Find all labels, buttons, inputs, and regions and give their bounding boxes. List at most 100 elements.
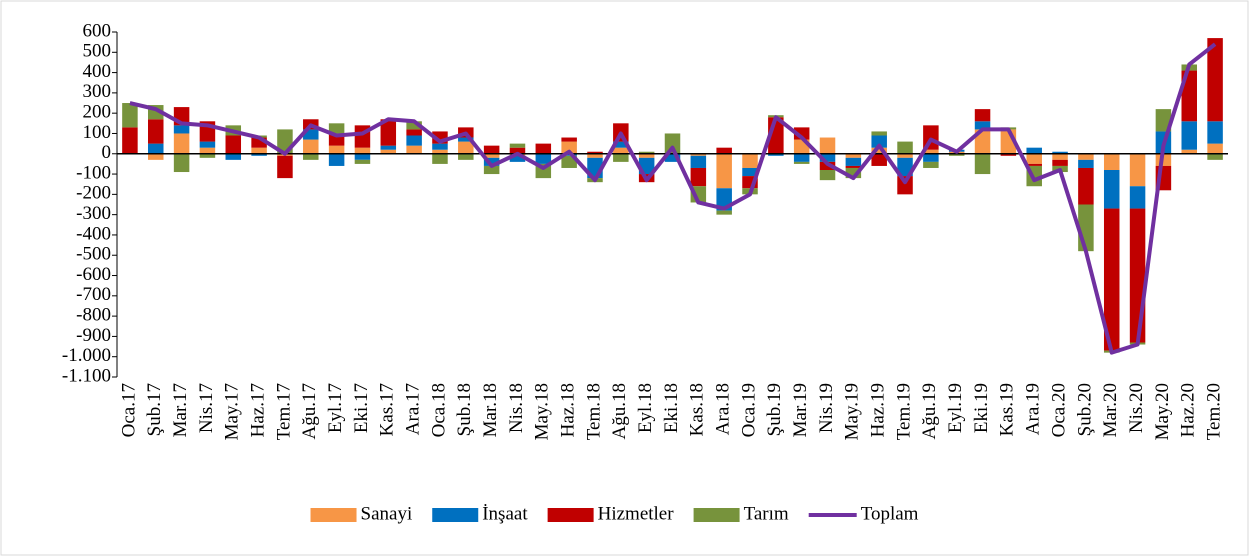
bar-segment — [406, 129, 422, 136]
bar-segment — [1207, 143, 1223, 154]
bar-segment — [251, 137, 267, 148]
x-tick-label: Oca.19 — [738, 383, 759, 437]
bar-segment — [483, 157, 500, 166]
bar-segment — [1207, 153, 1223, 160]
bar-segment — [742, 153, 758, 168]
bar-segment — [819, 153, 836, 162]
x-tick-label: Oca.20 — [1048, 383, 1069, 437]
x-tick-label: Şub.18 — [454, 383, 475, 436]
bar-segment — [1000, 153, 1017, 156]
x-tick-label: May.18 — [532, 383, 553, 440]
bar-segment — [432, 143, 448, 150]
bar-segment — [1181, 149, 1197, 154]
bar-segment — [1103, 208, 1120, 351]
x-tick-label: Eki.19 — [971, 383, 992, 433]
legend-swatch — [693, 508, 740, 522]
bar-segment — [897, 153, 913, 158]
x-tick-label: Ara.17 — [402, 383, 423, 435]
x-tick-label: Nis.20 — [1126, 383, 1147, 433]
bar-segment — [974, 121, 991, 130]
y-tick-label: -500 — [76, 244, 111, 265]
bar-segment — [1026, 163, 1042, 166]
y-tick-label: -400 — [76, 223, 111, 244]
bar-segment — [380, 145, 397, 150]
bar-segment — [303, 153, 319, 160]
x-tick-label: Haz.18 — [558, 383, 579, 437]
bar-segment — [1129, 186, 1146, 209]
bar-segment — [1078, 167, 1094, 205]
y-tick-label: 600 — [83, 20, 112, 41]
y-tick-label: 500 — [83, 41, 112, 62]
x-tick-label: May.20 — [1152, 383, 1173, 440]
bar-segment — [871, 131, 887, 136]
x-tick-label: Oca.18 — [428, 383, 449, 437]
bar-segment — [406, 121, 422, 130]
x-tick-label: Eyl.18 — [635, 383, 656, 433]
bar-segment — [199, 153, 216, 158]
bar-segment — [561, 137, 577, 142]
bar-segment — [535, 143, 552, 154]
legend-label: Sanayi — [361, 503, 413, 524]
legend-swatch — [432, 508, 479, 522]
x-tick-label: Şub.20 — [1074, 383, 1095, 436]
bar-segment — [871, 153, 887, 166]
bar-segment — [122, 103, 138, 128]
bar-segment — [1103, 170, 1120, 209]
x-tick-label: Tem.17 — [273, 383, 294, 440]
x-tick-label: Kas.17 — [377, 383, 398, 436]
bar-segment — [173, 125, 190, 134]
x-tick-label: Nis.19 — [816, 383, 837, 433]
bar-segment — [1052, 153, 1068, 160]
bar-segment — [561, 153, 577, 156]
y-tick-label: -1.000 — [62, 345, 111, 366]
bar-segment — [897, 176, 913, 195]
x-tick-label: Haz.19 — [868, 383, 889, 437]
bar-segment — [974, 109, 991, 122]
bar-segment — [793, 161, 810, 164]
x-tick-label: Ağu.17 — [299, 383, 320, 439]
bar-segment — [535, 153, 552, 164]
x-tick-label: May.19 — [842, 383, 863, 440]
bar-segment — [199, 147, 216, 154]
x-tick-label: Tem.20 — [1203, 383, 1224, 440]
x-tick-label: May.17 — [222, 383, 243, 440]
bar-segment — [199, 141, 216, 148]
x-tick-label: Haz.17 — [247, 383, 268, 437]
bar-segment — [148, 143, 164, 154]
legend-label: Toplam — [861, 503, 919, 524]
x-tick-label: Eki.17 — [351, 383, 372, 433]
x-tick-label: Mar.17 — [170, 383, 191, 437]
bar-segment — [1026, 153, 1042, 164]
bar-segment — [483, 145, 500, 154]
y-tick-label: -700 — [76, 284, 111, 305]
bar-segment — [225, 153, 242, 160]
bar-segment — [716, 153, 732, 189]
bar-segment — [251, 147, 267, 154]
bar-segment — [303, 129, 319, 140]
bar-segment — [587, 151, 603, 154]
bar-segment — [328, 145, 345, 154]
bar-segment — [354, 147, 371, 154]
bar-segment — [587, 153, 603, 158]
bar-segment — [1052, 151, 1068, 154]
bar-segment — [768, 153, 784, 156]
bar-segment — [509, 143, 526, 148]
bar-segment — [638, 153, 655, 158]
bar-segment — [509, 147, 526, 154]
bar-segment — [742, 167, 758, 177]
x-tick-label: Ara.19 — [1023, 383, 1044, 435]
legend-label: Tarım — [744, 503, 789, 524]
bar-segment — [923, 149, 939, 154]
bar-segment — [897, 157, 913, 177]
x-tick-label: Ağu.18 — [609, 383, 630, 439]
bar-segment — [974, 153, 991, 175]
bar-segment — [819, 170, 836, 181]
bar-segment — [328, 123, 345, 134]
bar-segment — [406, 145, 422, 154]
x-tick-label: Tem.18 — [583, 383, 604, 440]
y-tick-label: 0 — [102, 142, 112, 163]
bar-segment — [173, 133, 190, 154]
bar-segment — [483, 153, 500, 158]
bar-segment — [380, 119, 397, 146]
